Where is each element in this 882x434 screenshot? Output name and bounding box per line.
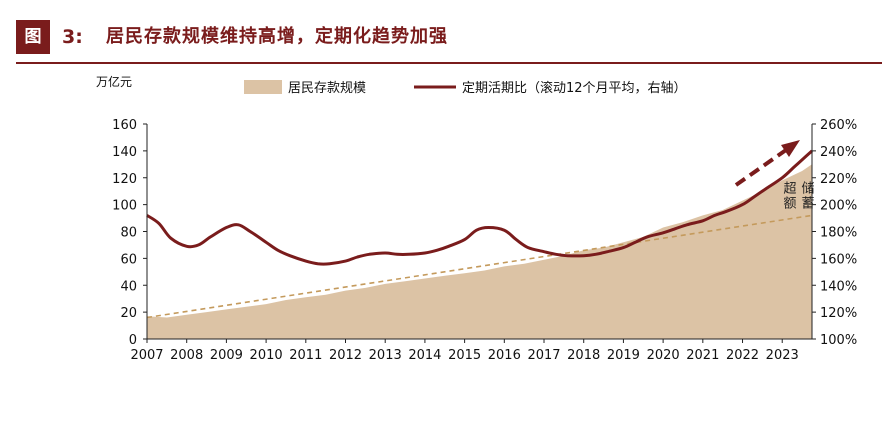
figure-header: 图 3: 居民存款规模维持高增，定期化趋势加强 [16, 20, 882, 64]
x-tick-label: 2009 [210, 348, 243, 363]
trend-arrow-shaft [734, 148, 788, 187]
x-tick-label: 2022 [726, 348, 759, 363]
left-tick-label: 0 [129, 333, 137, 348]
x-tick-label: 2018 [567, 348, 600, 363]
x-tick-label: 2015 [448, 348, 481, 363]
x-tick-label: 2021 [686, 348, 719, 363]
area-layer [147, 164, 812, 339]
x-tick-label: 2020 [647, 348, 680, 363]
annotation-text-1: 超额 [781, 181, 797, 211]
legend-line-label: 定期活期比（滚动12个月平均，右轴） [462, 80, 687, 96]
deposit-area-series [147, 164, 812, 339]
right-tick-label: 140% [820, 279, 857, 294]
left-tick-label: 160 [112, 118, 137, 133]
x-tick-label: 2010 [250, 348, 283, 363]
left-tick-label: 40 [120, 279, 137, 294]
legend: 居民存款规模 定期活期比（滚动12个月平均，右轴） [244, 80, 687, 96]
right-tick-label: 220% [820, 172, 857, 187]
ratio-line-series [146, 149, 814, 266]
x-tick-label: 2023 [766, 348, 799, 363]
figure-title: 居民存款规模维持高增，定期化趋势加强 [106, 26, 448, 47]
x-tick-label: 2017 [527, 348, 560, 363]
trend-layer [146, 214, 813, 319]
left-tick-label: 60 [120, 252, 137, 267]
right-tick-label: 260% [820, 118, 857, 133]
legend-area-label: 居民存款规模 [288, 81, 366, 96]
right-tick-label: 120% [820, 306, 857, 321]
x-tick-label: 2016 [488, 348, 521, 363]
x-tick-label: 2012 [329, 348, 362, 363]
line-layer [146, 149, 814, 266]
trend-dashed-line [146, 214, 813, 319]
x-tick-label: 2014 [408, 348, 441, 363]
left-tick-label: 100 [112, 199, 137, 214]
legend-area-swatch [244, 80, 282, 94]
x-tick-label: 2008 [170, 348, 203, 363]
left-tick-label: 140 [112, 145, 137, 160]
x-tick-label: 2011 [289, 348, 322, 363]
trend-arrow-head [781, 140, 800, 157]
right-tick-label: 240% [820, 145, 857, 160]
figure-badge: 图 [16, 20, 50, 54]
right-tick-label: 180% [820, 226, 857, 241]
left-axis-unit: 万亿元 [96, 74, 132, 89]
annotation-text-2: 储蓄 [799, 181, 815, 211]
right-tick-label: 100% [820, 333, 857, 348]
axes-layer: 0 20 40 60 80 100 120 140 160 100% 120% 140% 160% 180… [96, 74, 857, 363]
right-tick-label: 160% [820, 252, 857, 267]
x-tick-label: 2007 [130, 348, 163, 363]
annotation-layer: 超额 储蓄 [734, 140, 815, 211]
figure-number: 3: [62, 26, 83, 48]
x-tick-label: 2013 [369, 348, 402, 363]
x-tick-label: 2019 [607, 348, 640, 363]
left-tick-label: 20 [120, 306, 137, 321]
left-tick-label: 80 [120, 226, 137, 241]
right-tick-label: 200% [820, 199, 857, 214]
left-tick-label: 120 [112, 172, 137, 187]
